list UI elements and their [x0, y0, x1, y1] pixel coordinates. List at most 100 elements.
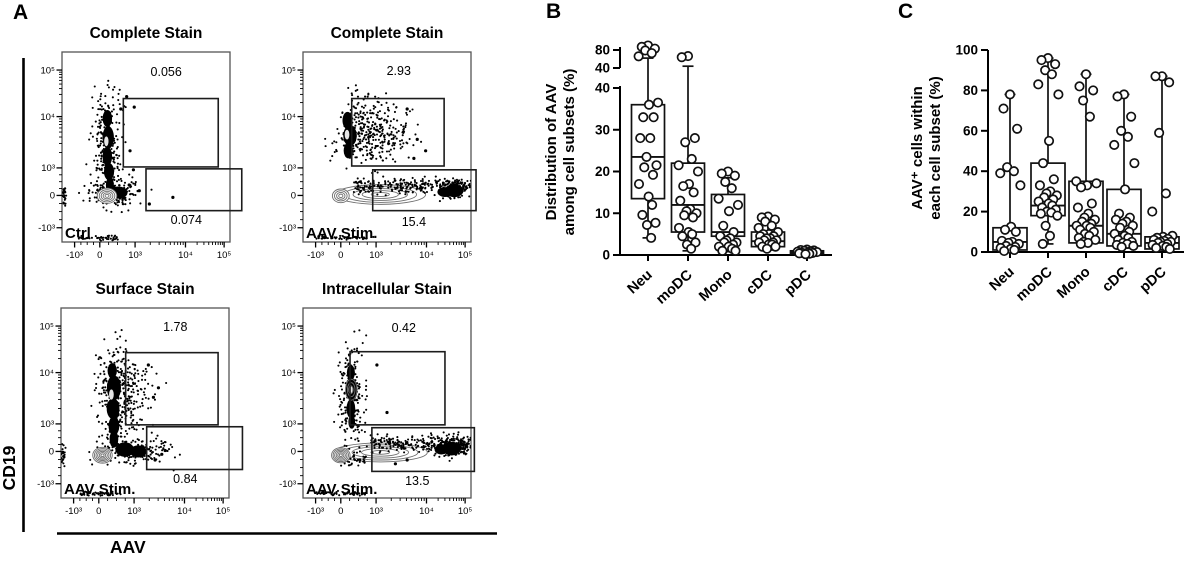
category-label: pDC — [782, 267, 815, 299]
gate-rect — [145, 168, 243, 212]
gate-percentage: 13.5 — [405, 474, 429, 488]
contour-ring — [335, 450, 346, 460]
event-cloud — [62, 79, 175, 242]
chart-distribution-of-aav: Distribution of AAV among cell subsets (… — [543, 40, 832, 308]
data-point — [1035, 208, 1046, 219]
data-point — [717, 245, 728, 256]
dense-population — [129, 445, 147, 458]
data-point — [1008, 166, 1019, 177]
data-point — [1078, 95, 1089, 106]
data-point — [677, 231, 688, 242]
x-tick-label: -10³ — [65, 506, 82, 517]
y-tick-label: 60 — [963, 123, 978, 138]
contour-ring — [98, 452, 107, 459]
data-point — [1122, 131, 1133, 142]
x-tick-label: 10⁵ — [458, 506, 473, 517]
data-point — [676, 52, 687, 63]
data-point — [1000, 224, 1011, 235]
data-point — [1128, 240, 1139, 251]
data-point — [1009, 244, 1020, 256]
data-point — [761, 243, 773, 254]
data-point — [1076, 182, 1087, 193]
condition-label: AAV Stim. — [64, 481, 135, 498]
data-point — [1086, 198, 1097, 209]
plot-frame — [61, 51, 231, 243]
gate-rect — [145, 425, 244, 471]
data-point — [679, 210, 690, 221]
gate-percentage: 0.84 — [173, 472, 197, 486]
y-tick-label: 40 — [963, 164, 978, 179]
panel-c-label: C — [898, 0, 914, 23]
contour-ring — [93, 448, 112, 463]
chart-aav-pos-cells-within-subset: AAV⁺ cells within each cell subset (%) 1… — [909, 43, 1184, 305]
data-point — [1037, 238, 1048, 249]
dense-population — [108, 416, 120, 436]
x-tick-label: 0 — [97, 250, 102, 261]
data-point — [718, 220, 729, 231]
data-point — [1036, 55, 1047, 66]
data-point — [1046, 69, 1057, 80]
x-tick-label: 0 — [338, 506, 343, 517]
data-point — [686, 243, 697, 254]
category-label: Neu — [987, 264, 1018, 294]
data-point — [1112, 91, 1123, 102]
data-point — [770, 241, 781, 252]
event-cloud — [61, 329, 181, 497]
data-point — [678, 181, 689, 192]
plot-title: Surface Stain — [95, 281, 194, 298]
data-point — [1126, 111, 1137, 122]
plot-frame — [302, 51, 472, 243]
y-tick-label: -10³ — [279, 223, 296, 234]
data-point — [713, 193, 724, 204]
contour-ring — [96, 187, 118, 204]
y-tick-label: 10³ — [40, 419, 54, 430]
dense-population — [343, 143, 354, 159]
outlier-event — [156, 386, 161, 390]
data-point — [716, 168, 727, 179]
data-point — [641, 219, 653, 230]
condition-label: AAV Stim. — [306, 225, 377, 242]
outlier-event — [151, 395, 155, 399]
y-tick-label: 10⁵ — [39, 321, 54, 332]
y-tick-label: 100 — [955, 43, 978, 58]
data-point — [726, 183, 737, 194]
data-point — [652, 97, 664, 108]
y-tick-label: 80 — [963, 83, 978, 98]
gate-percentage: 15.4 — [402, 215, 426, 229]
outlier-event — [127, 183, 131, 187]
data-point — [680, 137, 691, 148]
x-tick-label: 10⁴ — [419, 506, 434, 517]
outlier-event — [375, 363, 379, 367]
outlier-event — [122, 196, 126, 200]
dense-population — [342, 111, 353, 129]
data-point — [1147, 206, 1158, 217]
category-label: pDC — [1137, 264, 1170, 296]
contour-ring — [338, 453, 343, 457]
data-point — [1164, 77, 1175, 88]
y-tick-label: -10³ — [279, 479, 296, 490]
gate-percentage: 1.78 — [163, 320, 187, 334]
data-point — [1044, 230, 1055, 241]
x-axis-label-aav: AAV — [110, 537, 146, 557]
x-tick-label: 10⁴ — [178, 250, 193, 261]
data-point — [645, 133, 656, 144]
data-point — [692, 166, 704, 177]
gate-rect — [371, 169, 477, 212]
data-point — [637, 209, 648, 220]
outlier-event — [412, 156, 416, 160]
contour-ring — [102, 192, 112, 200]
chart-b-ylabel-line2: among cell subsets (%) — [561, 69, 578, 236]
outlier-event — [415, 137, 419, 141]
contour-ring — [104, 193, 110, 198]
outlier-event — [119, 107, 123, 111]
condition-label: AAV Stim. — [306, 481, 377, 498]
y-tick-label: 10⁴ — [40, 112, 55, 123]
outlier-event — [125, 95, 129, 99]
data-point — [687, 212, 699, 223]
plot-title: Intracellular Stain — [322, 281, 452, 298]
y-tick-label: 10⁵ — [281, 321, 296, 332]
panel-a-shared-axes: CD19 AAV — [0, 58, 497, 557]
contour-ring — [95, 449, 110, 462]
data-point — [1015, 180, 1026, 191]
outlier-event — [131, 168, 135, 172]
